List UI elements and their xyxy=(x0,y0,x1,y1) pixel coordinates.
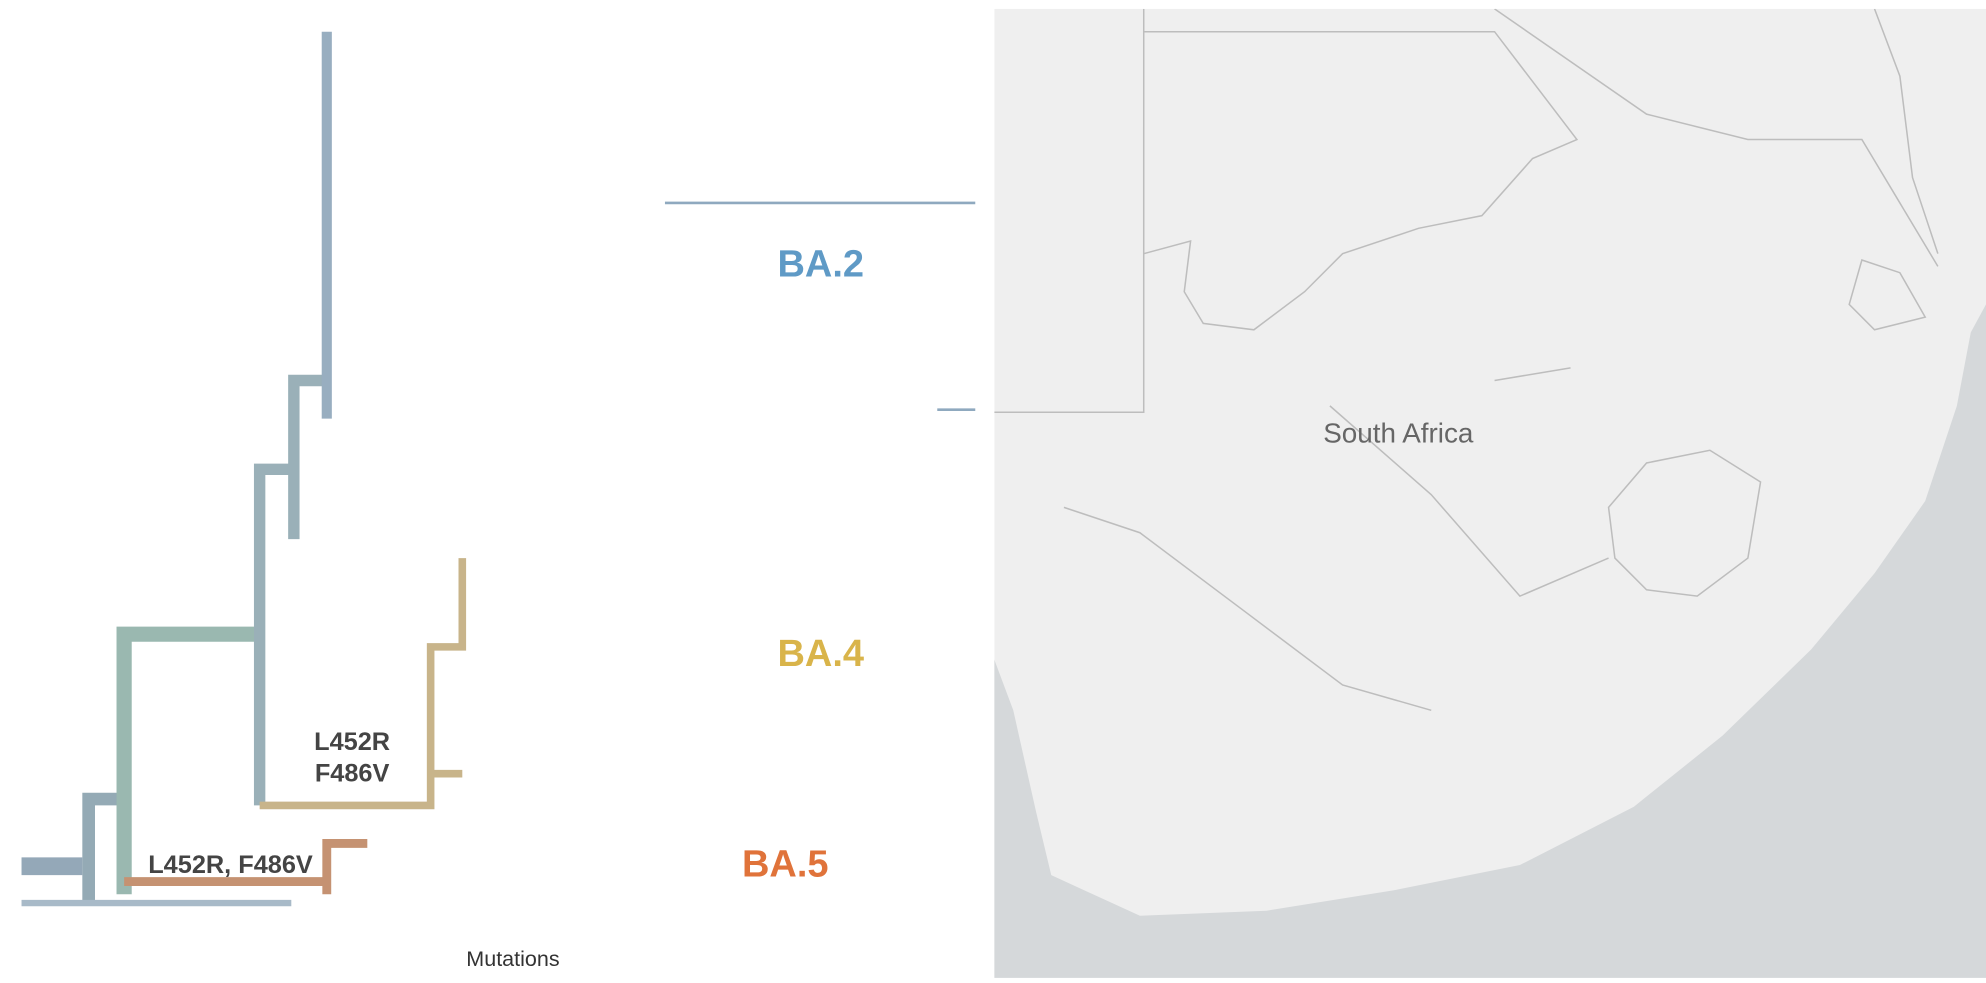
tree-panel: BA.2 BA.4 BA.5 L452R F486V L452R, F486V … xyxy=(21,31,976,971)
branch xyxy=(124,839,368,895)
map-panel: South Africa xyxy=(994,8,1986,978)
branch xyxy=(82,792,125,901)
mutation-label: L452R, F486V xyxy=(148,851,313,879)
branch xyxy=(116,626,260,895)
mutation-label: L452R xyxy=(314,728,390,756)
clade-label: BA.4 xyxy=(777,633,864,675)
clade-label: BA.2 xyxy=(777,243,864,285)
borders xyxy=(994,8,1939,712)
branch xyxy=(259,558,467,810)
branch xyxy=(664,201,976,411)
clade-label: BA.5 xyxy=(742,843,829,885)
ocean xyxy=(994,304,1986,978)
branches xyxy=(21,31,976,907)
mutation-label: F486V xyxy=(315,760,390,788)
x-axis-label: Mutations xyxy=(466,947,559,971)
country-label: South Africa xyxy=(1323,417,1474,448)
branch xyxy=(253,374,327,806)
